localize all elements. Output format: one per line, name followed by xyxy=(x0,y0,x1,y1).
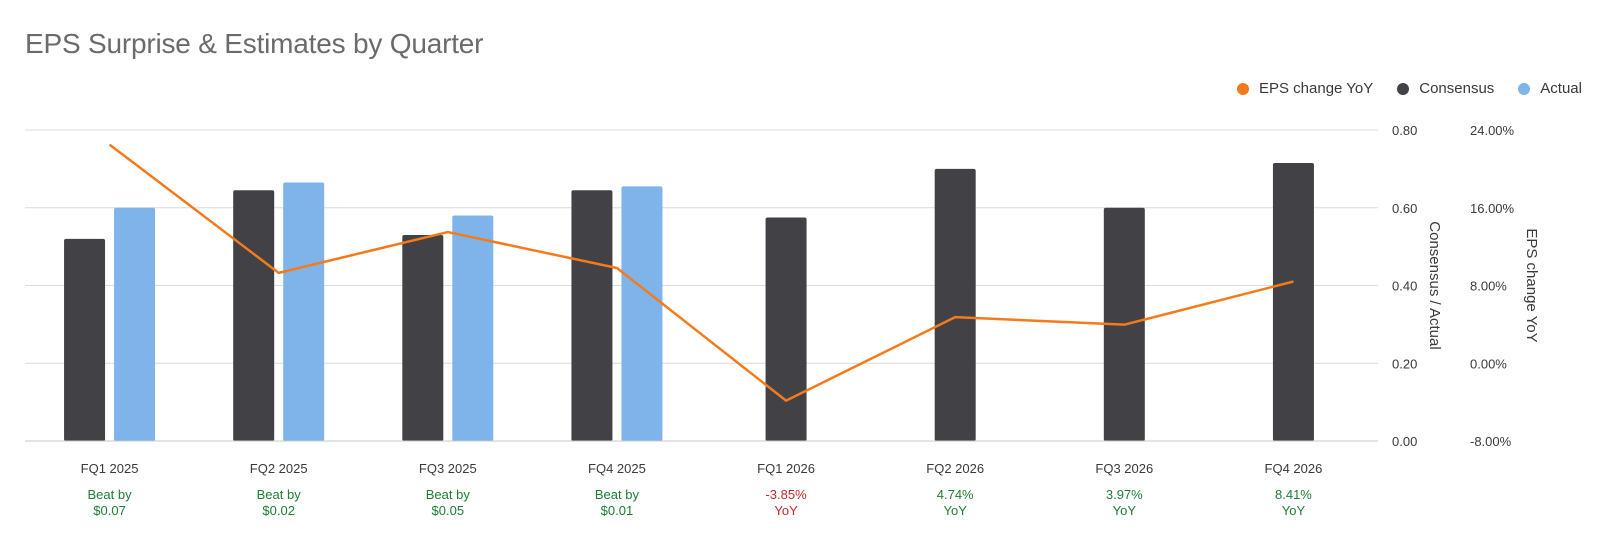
surprise-annotation-line1: 3.97% xyxy=(1106,487,1143,502)
left-axis-tick-label: 0.80 xyxy=(1392,123,1417,138)
surprise-annotation-line1: Beat by xyxy=(257,487,302,502)
x-axis-tick-label: FQ1 2025 xyxy=(81,461,139,476)
right-axis-tick-label: 8.00% xyxy=(1470,279,1507,294)
consensus-bar xyxy=(934,168,976,441)
surprise-annotation-line1: -3.85% xyxy=(765,487,807,502)
legend-swatch-consensus xyxy=(1397,82,1410,95)
left-axis-tick-label: 0.40 xyxy=(1392,279,1417,294)
consensus-bar xyxy=(233,190,275,441)
x-axis-tick-label: FQ3 2025 xyxy=(419,461,477,476)
right-axis-tick-label: 24.00% xyxy=(1470,123,1515,138)
x-axis-tick-label: FQ4 2026 xyxy=(1265,461,1323,476)
eps-change-yoy-line xyxy=(108,143,1294,402)
left-axis-tick-label: 0.00 xyxy=(1392,434,1417,449)
consensus-bar xyxy=(1272,163,1314,441)
legend-swatch-actual xyxy=(1518,82,1531,95)
legend-swatch-eps-change xyxy=(1236,82,1249,95)
surprise-annotation-line2: $0.07 xyxy=(93,503,126,518)
actual-bar xyxy=(283,182,325,441)
right-axis-title: EPS change YoY xyxy=(1523,228,1540,342)
legend-label-actual: Actual xyxy=(1540,80,1582,97)
consensus-bar xyxy=(571,190,613,441)
chart-title: EPS Surprise & Estimates by Quarter xyxy=(25,28,484,59)
surprise-annotation-line1: Beat by xyxy=(88,487,133,502)
surprise-annotation-line2: $0.05 xyxy=(432,503,465,518)
legend-item-consensus[interactable]: Consensus xyxy=(1397,80,1494,97)
consensus-bar xyxy=(64,238,106,441)
x-axis-tick-label: FQ1 2026 xyxy=(757,461,815,476)
legend-item-eps-change[interactable]: EPS change YoY xyxy=(1236,80,1374,97)
legend-label-eps-change: EPS change YoY xyxy=(1258,80,1374,97)
legend-label-consensus: Consensus xyxy=(1419,80,1495,97)
surprise-annotation-line1: Beat by xyxy=(595,487,640,502)
actual-bar xyxy=(452,215,494,441)
consensus-bar xyxy=(402,234,444,441)
right-axis-tick-label: 16.00% xyxy=(1470,201,1515,216)
x-axis-tick-label: FQ2 2026 xyxy=(926,461,984,476)
surprise-annotation-line2: $0.01 xyxy=(601,503,634,518)
actual-bar xyxy=(621,186,663,441)
right-axis-tick-label: -8.00% xyxy=(1470,434,1512,449)
surprise-annotation-line1: Beat by xyxy=(426,487,471,502)
surprise-annotation-line2: $0.02 xyxy=(262,503,295,518)
left-axis-tick-label: 0.60 xyxy=(1392,201,1417,216)
surprise-annotation-line1: 8.41% xyxy=(1275,487,1312,502)
left-axis-tick-label: 0.20 xyxy=(1392,356,1417,371)
left-axis-title: Consensus / Actual xyxy=(1426,221,1443,349)
x-axis-tick-label: FQ4 2025 xyxy=(588,461,646,476)
actual-bar xyxy=(114,207,156,441)
surprise-annotation-line2: YoY xyxy=(1282,503,1306,518)
x-axis-tick-label: FQ3 2026 xyxy=(1095,461,1153,476)
right-axis-tick-label: 0.00% xyxy=(1470,356,1507,371)
surprise-annotation-line1: 4.74% xyxy=(937,487,974,502)
surprise-annotation-line2: YoY xyxy=(1113,503,1137,518)
x-axis-tick-label: FQ2 2025 xyxy=(250,461,308,476)
consensus-bar xyxy=(765,217,807,441)
surprise-annotation-line2: YoY xyxy=(943,503,967,518)
chart-legend: EPS change YoY Consensus Actual xyxy=(1236,80,1582,97)
legend-item-actual[interactable]: Actual xyxy=(1518,80,1582,97)
surprise-annotation-line2: YoY xyxy=(774,503,798,518)
